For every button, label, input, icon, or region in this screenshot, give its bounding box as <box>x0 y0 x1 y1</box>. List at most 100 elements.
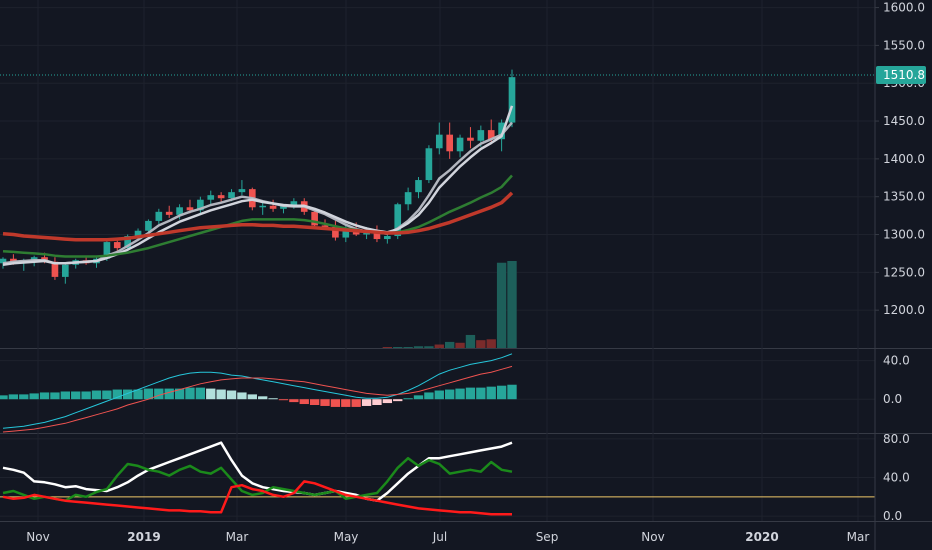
macd-histogram-bar <box>361 399 372 406</box>
last-price-label: 1510.8 <box>883 68 925 82</box>
candle-body <box>103 242 111 259</box>
macd-histogram-bar <box>195 387 206 400</box>
macd-histogram-bar <box>143 388 154 400</box>
volume-bar <box>496 262 507 348</box>
macd-histogram-bar <box>496 385 507 400</box>
macd-histogram-bar <box>237 392 247 400</box>
candle-body <box>425 148 433 181</box>
macd-histogram-bar <box>341 399 351 407</box>
moving-average-line <box>2 105 514 267</box>
candle-body <box>404 192 412 205</box>
macd-histogram-bar <box>299 399 309 405</box>
candle-body <box>456 137 464 152</box>
candle-body <box>373 229 381 240</box>
price-tick-label: 1250.0 <box>883 265 925 279</box>
macd-histogram-bar <box>216 389 226 400</box>
candle-body <box>0 258 7 264</box>
last-price-badge <box>876 66 926 85</box>
macd-histogram-bar <box>91 390 102 400</box>
macd-histogram-bar <box>50 392 60 400</box>
macd-histogram-bar <box>133 389 143 400</box>
time-tick-label: Nov <box>26 530 49 544</box>
macd-histogram-bar <box>268 398 278 400</box>
macd-histogram-bar <box>8 394 19 400</box>
macd-line <box>2 353 513 429</box>
price-tick-label: 1350.0 <box>883 190 925 204</box>
macd-histogram-bar <box>289 399 299 403</box>
macd-histogram-bar <box>112 389 122 400</box>
oscillator-tick-label: 40.0 <box>883 471 910 485</box>
macd-histogram-bar <box>247 394 257 400</box>
time-tick-label: 2019 <box>127 530 160 544</box>
macd-histogram-bar <box>330 399 341 407</box>
moving-average-line <box>2 174 513 258</box>
candle-body <box>113 242 121 249</box>
time-tick-label: Mar <box>226 530 249 544</box>
candle-body <box>207 195 215 200</box>
volume-bar <box>393 347 403 348</box>
macd-histogram-bar <box>102 390 112 400</box>
volume-bars <box>382 261 517 348</box>
volume-bar <box>403 347 413 348</box>
macd-histogram-bar <box>164 388 174 400</box>
candle-body <box>415 180 422 193</box>
candle-body <box>30 257 38 261</box>
oscillator-line <box>2 480 512 516</box>
candle-body <box>228 192 235 199</box>
macd-histogram-bar <box>424 392 434 400</box>
signal-line <box>2 365 513 433</box>
time-tick-label: Nov <box>641 530 664 544</box>
time-tick-label: 2020 <box>745 530 778 544</box>
macd-histogram-bar <box>19 394 29 400</box>
moving-average-line <box>2 191 514 242</box>
macd-histogram-bar <box>403 398 413 400</box>
macd-histogram-bar <box>393 399 403 402</box>
candle-body <box>384 236 391 240</box>
candle-body <box>467 137 474 141</box>
candle-body <box>342 228 350 238</box>
volume-bar <box>486 339 496 348</box>
volume-bar <box>434 344 444 348</box>
macd-histogram-bar <box>486 386 496 400</box>
time-tick-label: Jul <box>432 530 447 544</box>
macd-panel <box>0 353 517 433</box>
macd-histogram-bar <box>372 399 382 405</box>
candle-body <box>51 261 59 277</box>
macd-histogram-bar <box>309 399 320 405</box>
macd-histogram-bar <box>60 391 71 400</box>
macd-histogram-bar <box>71 391 81 400</box>
macd-histogram-bar <box>226 390 237 400</box>
macd-histogram-bar <box>434 390 444 400</box>
volume-bar <box>382 347 393 348</box>
macd-histogram-bar <box>455 388 465 400</box>
candle-body <box>435 134 443 149</box>
volume-bar <box>413 346 424 348</box>
candle-body <box>62 264 69 277</box>
volume-bar <box>444 341 455 348</box>
candle-body <box>186 207 194 211</box>
volume-bar <box>465 334 476 348</box>
grid-lines <box>0 0 932 522</box>
macd-histogram-bar <box>507 384 517 400</box>
candle-body <box>238 189 246 193</box>
candle-body <box>508 77 516 123</box>
candle-body <box>311 211 318 226</box>
moving-averages <box>2 105 514 267</box>
macd-histogram-bar <box>174 388 185 400</box>
candle-body <box>165 211 173 215</box>
time-axis[interactable]: Nov 2019 Mar May Jul Sep Nov 2020 Mar <box>26 530 869 544</box>
candlestick-series <box>0 69 516 284</box>
macd-histogram-bar <box>351 399 361 407</box>
candle-body <box>259 205 267 208</box>
oscillator-tick-label: 80.0 <box>883 432 910 446</box>
time-tick-label: Sep <box>536 530 559 544</box>
candle-body <box>446 134 453 152</box>
time-tick-label: May <box>334 530 359 544</box>
price-tick-label: 1450.0 <box>883 114 925 128</box>
price-tick-label: 1550.0 <box>883 38 925 52</box>
oscillator-line <box>2 456 513 502</box>
macd-histogram-bar <box>29 393 39 400</box>
candle-body <box>124 236 131 249</box>
macd-histogram-bar <box>278 399 289 401</box>
